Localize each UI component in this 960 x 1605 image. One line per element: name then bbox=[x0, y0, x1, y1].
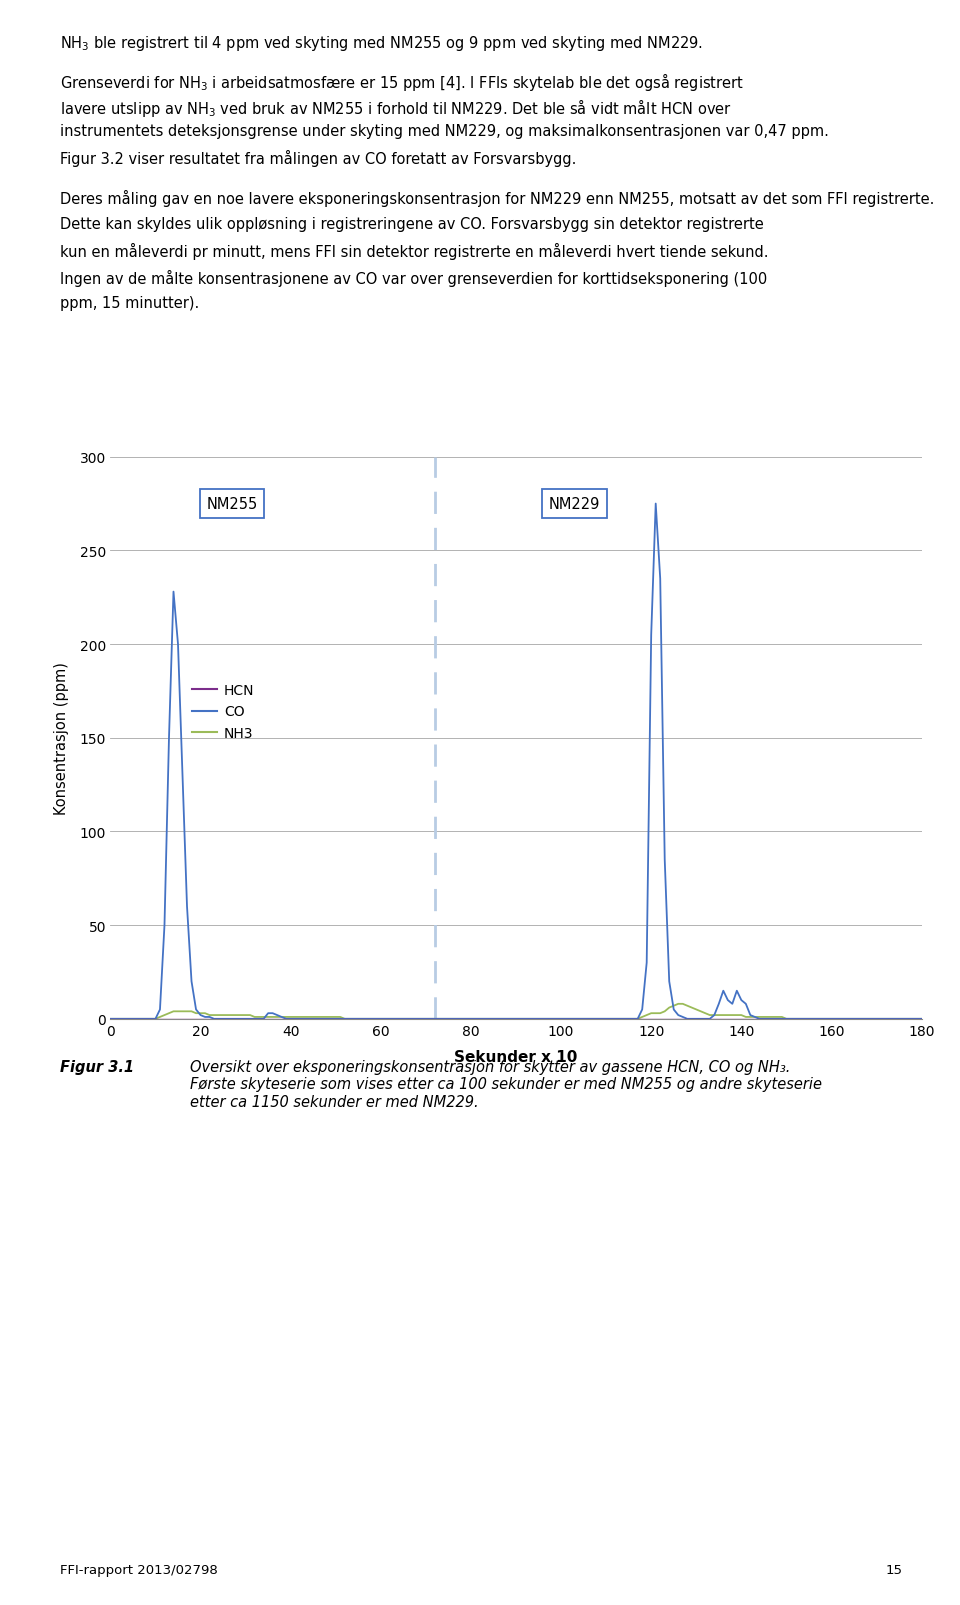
Text: NH$_3$ ble registrert til 4 ppm ved skyting med NM255 og 9 ppm ved skyting med N: NH$_3$ ble registrert til 4 ppm ved skyt… bbox=[60, 34, 704, 53]
Text: NM229: NM229 bbox=[549, 496, 600, 512]
Text: Dette kan skyldes ulik oppløsning i registreringene av CO. Forsvarsbygg sin dete: Dette kan skyldes ulik oppløsning i regi… bbox=[60, 217, 764, 231]
Text: Deres måling gav en noe lavere eksponeringskonsentrasjon for NM229 enn NM255, mo: Deres måling gav en noe lavere eksponeri… bbox=[60, 189, 935, 207]
Text: FFI-rapport 2013/02798: FFI-rapport 2013/02798 bbox=[60, 1563, 218, 1576]
Text: ppm, 15 minutter).: ppm, 15 minutter). bbox=[60, 295, 200, 311]
Text: Figur 3.2 viser resultatet fra målingen av CO foretatt av Forsvarsbygg.: Figur 3.2 viser resultatet fra målingen … bbox=[60, 151, 577, 167]
Text: Ingen av de målte konsentrasjonene av CO var over grenseverdien for korttidseksp: Ingen av de målte konsentrasjonene av CO… bbox=[60, 270, 768, 286]
Text: Figur 3.1: Figur 3.1 bbox=[60, 1059, 134, 1074]
Text: NM255: NM255 bbox=[206, 496, 257, 512]
Text: 15: 15 bbox=[885, 1563, 902, 1576]
X-axis label: Sekunder x 10: Sekunder x 10 bbox=[454, 1050, 578, 1064]
Text: Grenseverdi for NH$_3$ i arbeidsatmosfære er 15 ppm [4]. I FFIs skytelab ble det: Grenseverdi for NH$_3$ i arbeidsatmosfær… bbox=[60, 71, 744, 93]
Text: Oversikt over eksponeringskonsentrasjon for skytter av gassene HCN, CO og NH₃.
F: Oversikt over eksponeringskonsentrasjon … bbox=[190, 1059, 822, 1109]
Legend: HCN, CO, NH3: HCN, CO, NH3 bbox=[186, 677, 260, 746]
Y-axis label: Konsentrasjon (ppm): Konsentrasjon (ppm) bbox=[54, 661, 69, 815]
Text: lavere utslipp av NH$_3$ ved bruk av NM255 i forhold til NM229. Det ble så vidt : lavere utslipp av NH$_3$ ved bruk av NM2… bbox=[60, 98, 732, 119]
Text: instrumentets deteksjonsgrense under skyting med NM229, og maksimalkonsentrasjon: instrumentets deteksjonsgrense under sky… bbox=[60, 124, 829, 138]
Text: kun en måleverdi pr minutt, mens FFI sin detektor registrerte en måleverdi hvert: kun en måleverdi pr minutt, mens FFI sin… bbox=[60, 242, 769, 260]
